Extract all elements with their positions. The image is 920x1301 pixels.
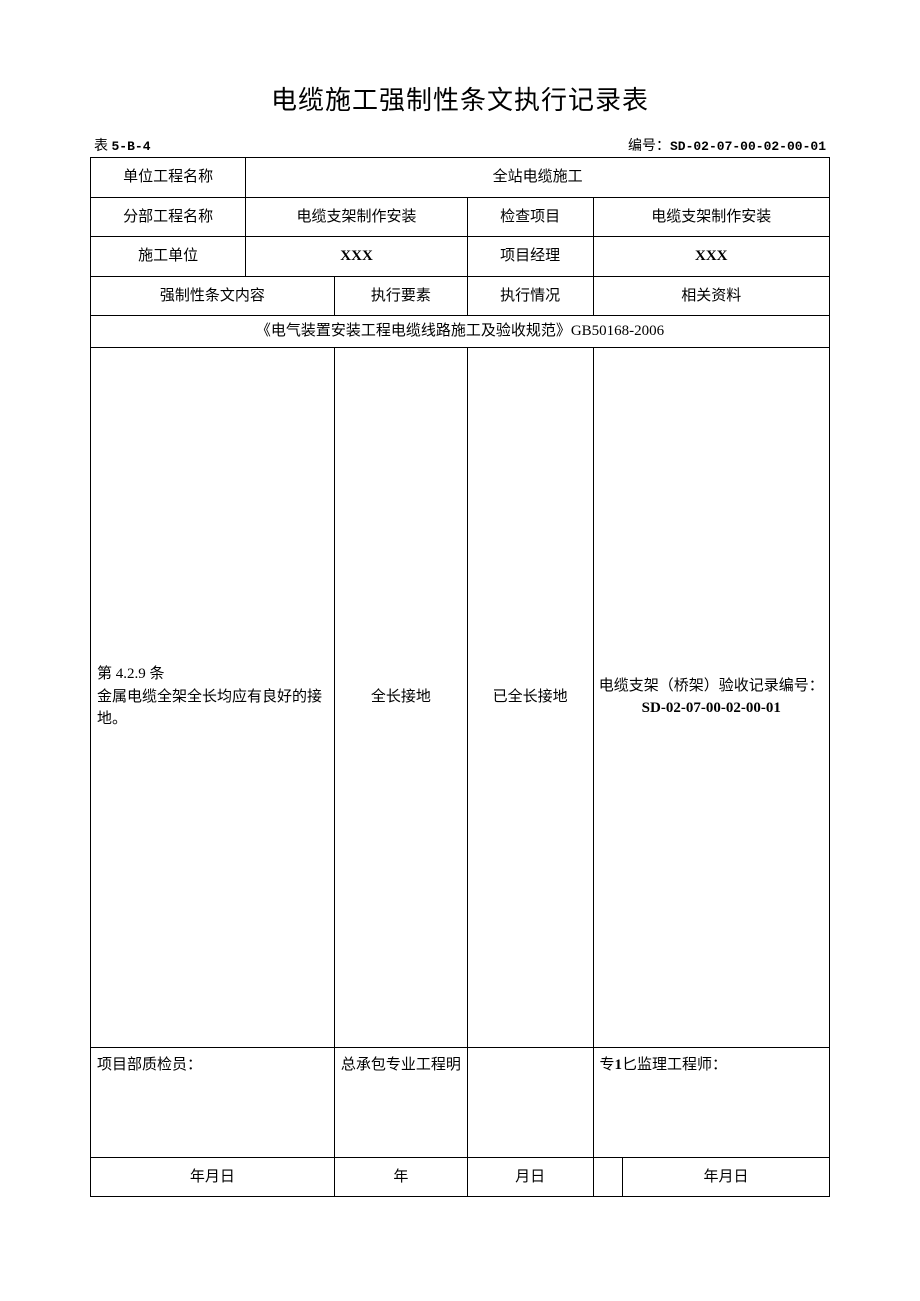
related-doc-cell: 电缆支架（桥架）验收记录编号： SD-02-07-00-02-00-01 [593, 347, 830, 1047]
table-id-label: 表 [94, 139, 108, 154]
header-row-2: 分部工程名称 电缆支架制作安装 检查项目 电缆支架制作安装 [91, 197, 830, 237]
header-row-1: 单位工程名称 全站电缆施工 [91, 158, 830, 198]
doc-number: 编号：SD-02-07-00-02-00-01 [628, 135, 826, 155]
unit-project-label: 单位工程名称 [91, 158, 246, 198]
col-header-element: 执行要素 [334, 276, 467, 316]
check-item-value: 电缆支架制作安装 [593, 197, 830, 237]
col-header-docs: 相关资料 [593, 276, 830, 316]
doc-no-value: SD-02-07-00-02-00-01 [670, 139, 826, 154]
col-header-content: 强制性条文内容 [91, 276, 335, 316]
meta-row: 表 5-B-4 编号：SD-02-07-00-02-00-01 [90, 135, 830, 155]
date-4b: 年月日 [623, 1157, 830, 1197]
contractor-value: XXX [246, 237, 468, 277]
sig-supervisor: 专1匕监理工程师： [593, 1047, 830, 1157]
clause-cell: 第 4.2.9 条 金属电缆全架全长均应有良好的接地。 [91, 347, 335, 1047]
related-doc-desc: 电缆支架（桥架）验收记录编号： [599, 678, 824, 694]
sig-engineer: 总承包专业工程明 [334, 1047, 467, 1157]
regulation-row: 《电气装置安装工程电缆线路施工及验收规范》GB50168-2006 [91, 316, 830, 348]
regulation-text: 《电气装置安装工程电缆线路施工及验收规范》GB50168-2006 [91, 316, 830, 348]
related-doc-code: SD-02-07-00-02-00-01 [642, 700, 781, 716]
check-item-label: 检查项目 [467, 197, 593, 237]
signature-row: 项目部质检员： 总承包专业工程明 专1匕监理工程师： [91, 1047, 830, 1157]
sig-sup-bold: 1 [615, 1057, 623, 1073]
sig-sup-prefix: 专 [600, 1057, 615, 1073]
element-cell: 全长接地 [334, 347, 467, 1047]
page-title: 电缆施工强制性条文执行记录表 [90, 80, 830, 117]
table-id: 表 5-B-4 [94, 135, 151, 155]
pm-label: 项目经理 [467, 237, 593, 277]
contractor-label: 施工单位 [91, 237, 246, 277]
section-project-label: 分部工程名称 [91, 197, 246, 237]
section-project-value: 电缆支架制作安装 [246, 197, 468, 237]
doc-no-label: 编号： [628, 139, 670, 154]
status-cell: 已全长接地 [467, 347, 593, 1047]
clause-text: 金属电缆全架全长均应有良好的接地。 [97, 689, 322, 728]
main-body-row: 第 4.2.9 条 金属电缆全架全长均应有良好的接地。 全长接地 已全长接地 电… [91, 347, 830, 1047]
date-2: 年 [334, 1157, 467, 1197]
date-1: 年月日 [91, 1157, 335, 1197]
unit-project-value: 全站电缆施工 [246, 158, 830, 198]
date-4a [593, 1157, 623, 1197]
date-3: 月日 [467, 1157, 593, 1197]
pm-value: XXX [593, 237, 830, 277]
header-row-4: 强制性条文内容 执行要素 执行情况 相关资料 [91, 276, 830, 316]
col-header-status: 执行情况 [467, 276, 593, 316]
record-table: 单位工程名称 全站电缆施工 分部工程名称 电缆支架制作安装 检查项目 电缆支架制… [90, 157, 830, 1197]
table-id-value: 5-B-4 [112, 139, 151, 154]
sig-qc: 项目部质检员： [91, 1047, 335, 1157]
sig-empty [467, 1047, 593, 1157]
date-row: 年月日 年 月日 年月日 [91, 1157, 830, 1197]
sig-sup-suffix: 匕监理工程师： [622, 1057, 727, 1073]
clause-number: 第 4.2.9 条 [97, 666, 165, 682]
header-row-3: 施工单位 XXX 项目经理 XXX [91, 237, 830, 277]
